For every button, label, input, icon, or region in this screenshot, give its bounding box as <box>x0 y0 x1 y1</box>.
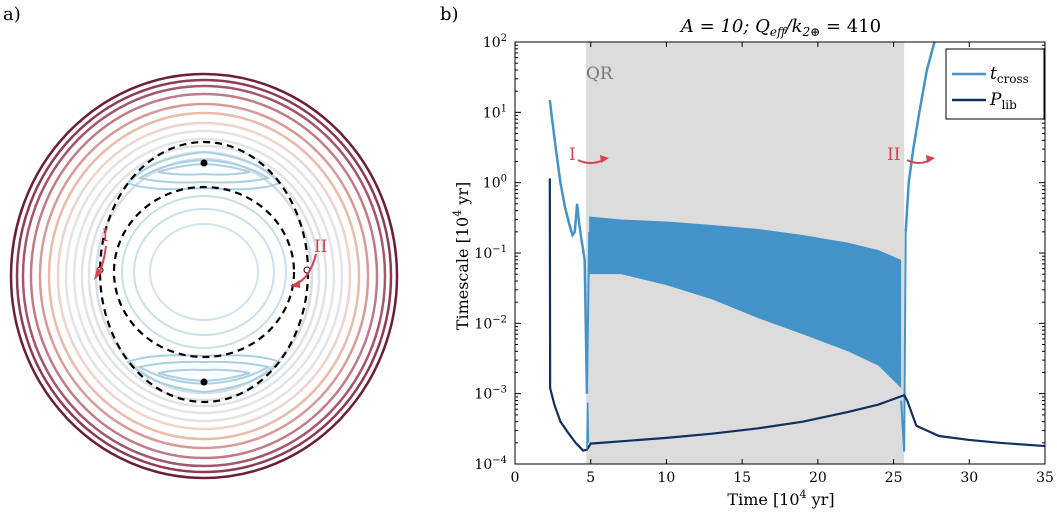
inner-contours <box>121 150 287 394</box>
t-cross-exit-spike <box>900 231 907 452</box>
legend: tcross Plib <box>945 48 1045 120</box>
y-tick-label: 101 <box>483 103 507 121</box>
t-cross-entry-dip <box>586 402 590 450</box>
label-i-a: I <box>102 226 109 246</box>
t-cross-line-late <box>904 41 936 232</box>
y-tick-label: 10−2 <box>474 314 507 332</box>
label-ii-a: II <box>314 237 327 257</box>
panel-b-label: b) <box>440 4 459 25</box>
x-tick-label: 5 <box>586 470 595 486</box>
x-tick-label: 15 <box>733 470 751 486</box>
y-tick-label: 10−4 <box>474 455 507 473</box>
x-tick-label: 0 <box>511 470 520 486</box>
legend-label-t-cross: tcross <box>990 64 1029 86</box>
label-ii-b: II <box>887 145 900 165</box>
t-cross-band <box>589 216 902 389</box>
t-cross-oscillation-band <box>589 216 902 389</box>
x-tick-label: 30 <box>960 470 978 486</box>
y-axis-label: Timescale [104 yr] <box>451 182 472 330</box>
x-tick-label: 35 <box>1036 470 1054 486</box>
x-tick-label: 20 <box>809 470 827 486</box>
qr-label: QR <box>586 64 614 84</box>
label-i-b: I <box>569 145 576 165</box>
series-lines <box>548 41 1046 452</box>
y-tick-label: 10−1 <box>474 244 507 262</box>
ticks: 0 5 10 15 20 25 30 35 10−4 10−3 10−2 10−1 100 101 102 <box>474 33 1053 486</box>
x-tick-label: 10 <box>658 470 676 486</box>
legend-box <box>945 48 1045 120</box>
y-tick-label: 102 <box>483 33 507 51</box>
phase-portrait: I II <box>9 72 399 480</box>
t-cross-entry-spike <box>585 231 591 394</box>
fixed-point-top <box>200 159 208 167</box>
x-axis-label: Time [104 yr] <box>727 488 834 509</box>
legend-label-p-lib: Plib <box>989 90 1017 112</box>
y-tick-label: 10−3 <box>474 385 507 403</box>
t-cross-line-early <box>548 99 589 394</box>
fixed-point-bottom <box>200 378 208 386</box>
y-tick-label: 100 <box>483 174 507 192</box>
panel-a-label: a) <box>3 4 21 25</box>
p-lib-line <box>548 178 1046 452</box>
x-tick-label: 25 <box>885 470 903 486</box>
chart-title: A = 10; Qeff/k2⊕ = 410 <box>679 16 881 39</box>
